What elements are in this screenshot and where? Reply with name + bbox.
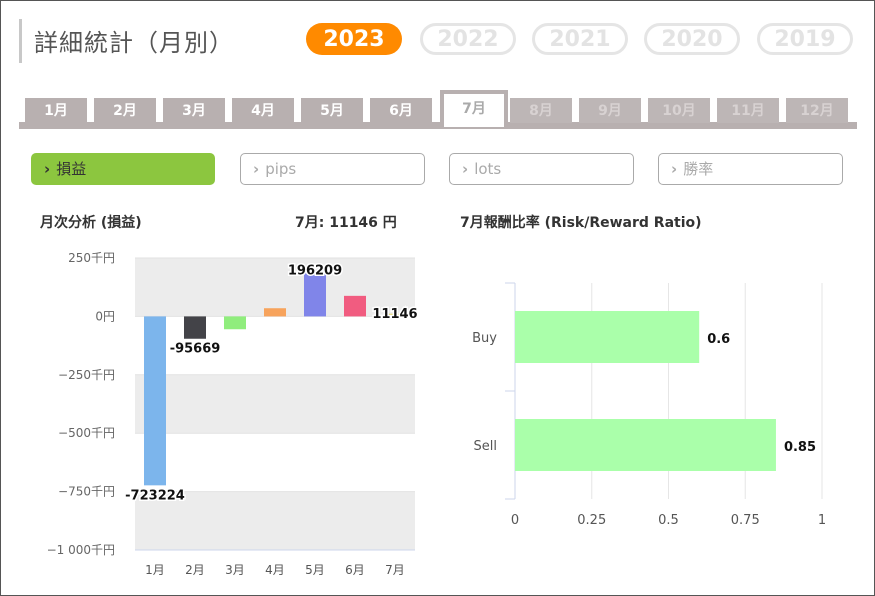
y-tick-label: −500千円 [58, 426, 115, 440]
year-button-2020[interactable]: 2020 [644, 23, 740, 55]
x-tick-label: 1 [818, 513, 826, 528]
tab-month-4[interactable]: 4月 [232, 98, 294, 123]
plot-band [135, 374, 415, 434]
tab-month-12[interactable]: 12月 [786, 98, 848, 123]
x-tick-label: 0.75 [731, 513, 760, 528]
tab-month-3[interactable]: 3月 [163, 98, 225, 123]
monthly-chart-title: 月次分析 (損益) [40, 215, 142, 231]
tab-month-8[interactable]: 8月 [510, 98, 572, 123]
title-accent-bar [19, 19, 22, 63]
x-tick-label: 7月 [385, 563, 405, 577]
year-button-2021[interactable]: 2021 [532, 23, 628, 55]
year-button-2019[interactable]: 2019 [757, 23, 853, 55]
x-tick-label: 2月 [185, 563, 205, 577]
data-label-5月: 196209 [288, 264, 342, 279]
plot-band [135, 258, 415, 317]
plot-band [135, 491, 415, 550]
tab-month-10[interactable]: 10月 [648, 98, 710, 123]
year-button-2022[interactable]: 2022 [420, 23, 516, 55]
metric-label: 勝率 [683, 160, 714, 178]
bar-4月 [264, 308, 286, 317]
ratio-chart-title: 7月報酬比率 (Risk/Reward Ratio) [460, 215, 702, 231]
metric-button-pips[interactable]: › pips [240, 153, 425, 185]
tab-month-1[interactable]: 1月 [25, 98, 87, 123]
bar-3月 [224, 316, 246, 330]
chevron-right-icon: › [44, 160, 51, 178]
metric-label: pips [265, 160, 297, 178]
data-label-1月: -723224 [125, 488, 185, 503]
data-label-Sell: 0.85 [784, 440, 816, 455]
y-tick-label: Buy [472, 331, 497, 346]
x-tick-label: 0.25 [577, 513, 606, 528]
metric-button-lots[interactable]: › lots [449, 153, 634, 185]
tab-month-11[interactable]: 11月 [717, 98, 779, 123]
tab-month-6[interactable]: 6月 [370, 98, 432, 123]
metric-button-profit[interactable]: › 損益 [31, 153, 215, 185]
tab-month-7[interactable]: 7月 [440, 90, 508, 127]
tab-month-9[interactable]: 9月 [579, 98, 641, 123]
x-tick-label: 4月 [265, 563, 285, 577]
bar-2月 [184, 316, 206, 339]
chevron-right-icon: › [462, 160, 469, 178]
x-tick-label: 0.5 [658, 513, 679, 528]
monthly-chart-summary: 7月: 11146 円 [295, 215, 397, 231]
tab-month-5[interactable]: 5月 [301, 98, 363, 123]
month-tabs: 1月 2月 3月 4月 5月 6月 7月 8月 9月 10月 11月 12月 [19, 90, 857, 129]
y-tick-label: −250千円 [58, 368, 115, 382]
risk-reward-chart: 0 0.25 0.5 0.75 1 Buy 0.6 Sell 0.85 [472, 282, 826, 528]
bar-6月 [344, 295, 366, 317]
y-tick-label: 250千円 [68, 251, 115, 265]
chevron-right-icon: › [671, 160, 678, 178]
y-tick-label: −1 000千円 [47, 543, 115, 557]
metric-label: 損益 [56, 160, 87, 178]
bar-Buy [515, 311, 700, 363]
metric-button-winrate[interactable]: › 勝率 [658, 153, 843, 185]
y-tick-label: −750千円 [58, 485, 115, 499]
x-tick-label: 1月 [145, 563, 165, 577]
tab-month-2[interactable]: 2月 [94, 98, 156, 123]
year-button-2023[interactable]: 2023 [306, 23, 402, 55]
metric-label: lots [474, 160, 502, 178]
x-tick-label: 6月 [345, 563, 365, 577]
data-label-7月: 11146 [372, 307, 417, 322]
monthly-pnl-chart: 250千円 0円 −250千円 −500千円 −750千円 −1 000千円 1月 -7232… [47, 251, 420, 577]
x-tick-label: 5月 [305, 563, 325, 577]
bar-5月 [304, 270, 326, 317]
data-label-2月: -95669 [170, 342, 221, 357]
x-tick-label: 0 [511, 513, 519, 528]
y-tick-label: 0円 [95, 309, 115, 323]
x-tick-label: 3月 [225, 563, 245, 577]
bar-7月 [384, 313, 406, 317]
page-title: 詳細統計（月別） [34, 29, 234, 57]
data-label-Buy: 0.6 [707, 332, 730, 347]
month-tabs-baseline [19, 122, 857, 129]
chevron-right-icon: › [253, 160, 260, 178]
bar-Sell [515, 419, 776, 471]
y-tick-label: Sell [474, 439, 497, 454]
bar-1月 [144, 316, 166, 486]
